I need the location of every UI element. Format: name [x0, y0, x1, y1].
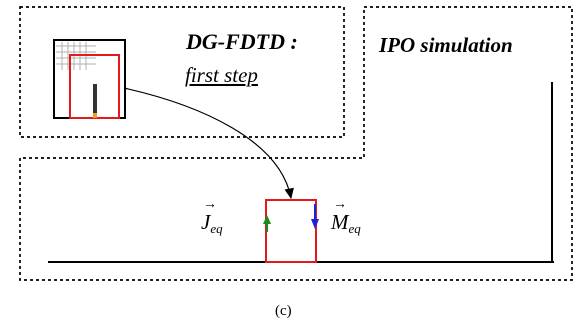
inset-scatterer-tip [93, 113, 97, 118]
j-subscript: eq [210, 221, 223, 236]
j-eq-label: → Jeq [201, 197, 223, 236]
m-subscript: eq [348, 221, 361, 236]
m-eq-arrow [311, 204, 319, 229]
j-vector-arrow: → [203, 197, 217, 212]
m-symbol: M [331, 210, 349, 234]
m-vector-arrow: → [333, 197, 347, 212]
inset-scatterer [93, 84, 97, 113]
transfer-arrow [123, 87, 294, 200]
dgfdtd-title: DG-FDTD : [186, 29, 298, 54]
ipo-region-border [19, 6, 573, 281]
dgfdtd-inset [53, 39, 126, 119]
equivalent-surface-box [265, 199, 317, 263]
j-eq-arrow [263, 215, 271, 232]
figure-caption: (c) [275, 303, 292, 319]
dgfdtd-subtitle: first step [185, 63, 258, 87]
ipo-title: IPO simulation [379, 33, 513, 57]
dgfdtd-region-border [19, 6, 345, 138]
m-eq-label: → Meq [331, 197, 361, 236]
j-symbol: J [201, 210, 211, 234]
